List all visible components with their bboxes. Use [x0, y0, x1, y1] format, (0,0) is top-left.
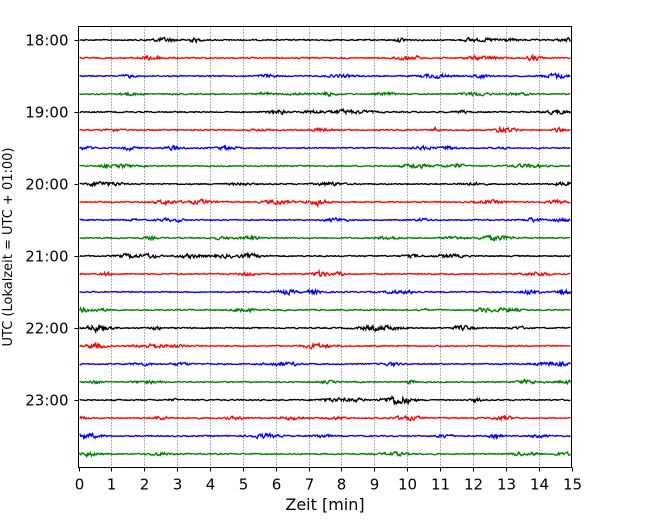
x-axis: 0 1 2 3 4 5 6 7 8 9 10 11 12 13 14 15 — [75, 467, 582, 494]
x-tick-label: 11 — [431, 476, 450, 494]
x-tick-label: 5 — [239, 476, 249, 494]
y-tick-label: 23:00 — [25, 392, 68, 410]
trace-line — [79, 360, 571, 368]
x-tick-label: 10 — [398, 476, 417, 494]
y-tick-label: 19:00 — [25, 104, 68, 122]
trace-line — [79, 107, 572, 116]
trace-line — [79, 377, 572, 386]
y-tick-label: 18:00 — [25, 32, 68, 50]
trace-line — [79, 287, 572, 297]
x-axis-label: Zeit [min] — [285, 495, 364, 514]
x-tick-label: 9 — [370, 476, 380, 494]
x-tick-label: 6 — [272, 476, 282, 494]
trace-line — [79, 234, 571, 242]
plot-frame — [78, 26, 572, 468]
y-tick-label: 21:00 — [25, 248, 68, 266]
trace-line — [79, 90, 571, 98]
x-tick-label: 1 — [107, 476, 117, 494]
trace-line — [79, 414, 571, 422]
x-tick-label: 4 — [206, 476, 216, 494]
trace-line — [79, 431, 571, 441]
trace-line — [79, 53, 571, 62]
trace-line — [79, 394, 571, 406]
trace-line — [79, 72, 571, 81]
trace-line — [79, 36, 571, 45]
x-tick-label: 0 — [75, 476, 85, 494]
trace-line — [79, 268, 571, 278]
trace-line — [78, 305, 571, 314]
y-axis-label: UTC (Lokalzeit = UTC + 01:00) — [1, 148, 16, 347]
x-tick-label: 13 — [497, 476, 516, 494]
x-tick-label: 12 — [464, 476, 483, 494]
trace-line — [78, 323, 571, 335]
x-tick-label: 15 — [563, 476, 582, 494]
y-tick-label: 20:00 — [25, 176, 68, 194]
x-tick-label: 14 — [530, 476, 549, 494]
x-tick-label: 8 — [337, 476, 347, 494]
trace-line — [79, 125, 571, 134]
trace-line — [78, 450, 572, 459]
trace-line — [79, 197, 571, 209]
x-tick-label: 2 — [140, 476, 150, 494]
trace-line — [79, 180, 572, 189]
trace-line — [79, 341, 571, 350]
x-tick-label: 3 — [173, 476, 183, 494]
x-tick-label: 7 — [305, 476, 315, 494]
trace-line — [79, 144, 571, 152]
trace-line — [79, 162, 571, 170]
y-axis: 18:00 19:00 20:00 21:00 22:00 23:00 — [25, 32, 79, 410]
trace-line — [79, 216, 571, 224]
seismogram-traces — [78, 36, 572, 459]
trace-line — [79, 251, 571, 260]
y-tick-label: 22:00 — [25, 320, 68, 338]
